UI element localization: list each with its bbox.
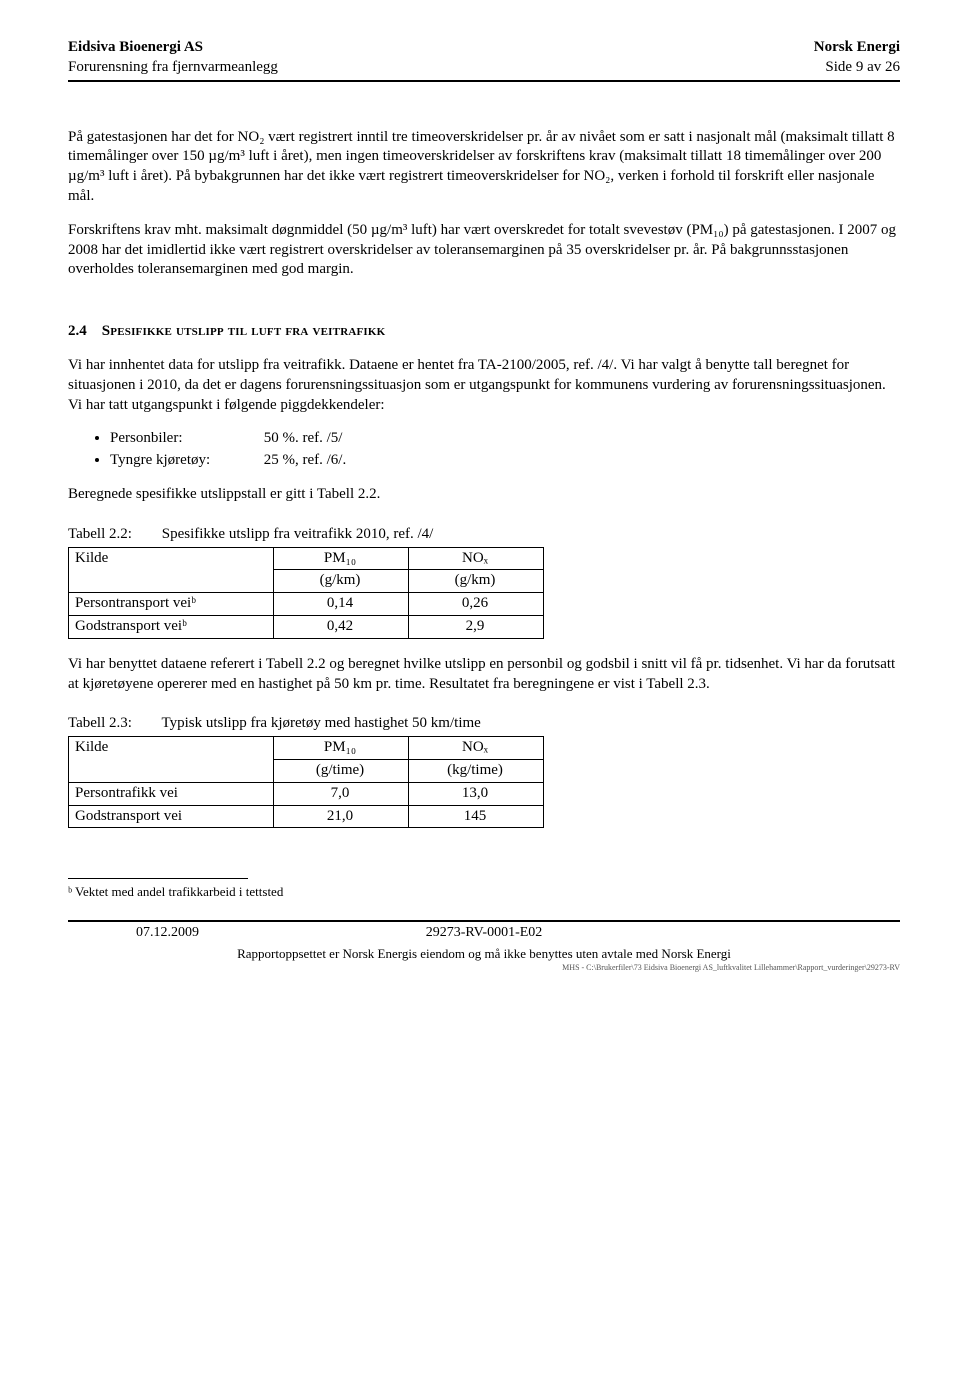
paragraph-5: Vi har benyttet dataene referert i Tabel… xyxy=(68,655,900,695)
footnote-separator xyxy=(68,878,248,879)
list-item: Personbiler: 50 %. ref. /5/ xyxy=(110,429,900,449)
footer-disclaimer: Rapportoppsettet er Norsk Energis eiendo… xyxy=(68,945,900,962)
table-cell: 13,0 xyxy=(409,782,544,805)
footer-filepath: MHS - C:\Brukerfiler\73 Eidsiva Bioenerg… xyxy=(68,963,900,974)
list-item: Tyngre kjøretøy: 25 %, ref. /6/. xyxy=(110,451,900,471)
table-caption-text: Spesifikke utslipp fra veitrafikk 2010, … xyxy=(162,526,434,542)
table-cell: 21,0 xyxy=(274,805,409,828)
header-left-bold: Eidsiva Bioenergi AS xyxy=(68,38,203,58)
table-row: Persontransport veiᵇ 0,14 0,26 xyxy=(69,593,544,616)
table-cell: Godstransport vei xyxy=(69,805,274,828)
bullet-label: Tyngre kjøretøy: xyxy=(110,451,260,471)
table-header-row: Kilde PM₁₀ NOₓ xyxy=(69,547,544,570)
table-header: Kilde xyxy=(69,547,274,593)
footnote: ᵇ Vektet med andel trafikkarbeid i tetts… xyxy=(68,883,900,900)
table-2-3: Kilde PM₁₀ NOₓ (g/time) (kg/time) Person… xyxy=(68,736,544,828)
footer-date: 07.12.2009 xyxy=(136,924,199,942)
paragraph-4: Beregnede spesifikke utslippstall er git… xyxy=(68,485,900,505)
table-cell: 0,14 xyxy=(274,593,409,616)
table-cell: Persontrafikk vei xyxy=(69,782,274,805)
table-header: Kilde xyxy=(69,737,274,783)
header-right-bold: Norsk Energi xyxy=(814,38,900,58)
table-caption-text: Typisk utslipp fra kjøretøy med hastighe… xyxy=(161,715,480,731)
table-cell: Persontransport veiᵇ xyxy=(69,593,274,616)
paragraph-3: Vi har innhentet data for utslipp fra ve… xyxy=(68,356,900,415)
section-number: 2.4 xyxy=(68,323,87,339)
table-header-unit: (kg/time) xyxy=(409,759,544,782)
table-caption: Tabell 2.2: Spesifikke utslipp fra veitr… xyxy=(68,525,900,545)
bullet-value: 50 %. ref. /5/ xyxy=(264,430,343,446)
table-cell: Godstransport veiᵇ xyxy=(69,615,274,638)
table-header: PM₁₀ xyxy=(274,547,409,570)
table-caption-num: Tabell 2.2: xyxy=(68,525,158,545)
table-header-unit: (g/km) xyxy=(409,570,544,593)
paragraph-1: På gatestasjonen har det for NO₂ vært re… xyxy=(68,128,900,207)
section-heading: 2.4 Spesifikke utslipp til luft fra veit… xyxy=(68,322,900,342)
table-header-unit: (g/time) xyxy=(274,759,409,782)
table-2-2: Kilde PM₁₀ NOₓ (g/km) (g/km) Persontrans… xyxy=(68,547,544,639)
table-header: NOₓ xyxy=(409,737,544,760)
table-cell: 0,26 xyxy=(409,593,544,616)
bullet-value: 25 %, ref. /6/. xyxy=(264,452,346,468)
bullet-list: Personbiler: 50 %. ref. /5/ Tyngre kjøre… xyxy=(68,429,900,471)
table-cell: 0,42 xyxy=(274,615,409,638)
table-caption: Tabell 2.3: Typisk utslipp fra kjøretøy … xyxy=(68,714,900,734)
table-header: NOₓ xyxy=(409,547,544,570)
table-row: Persontrafikk vei 7,0 13,0 xyxy=(69,782,544,805)
footer-separator xyxy=(68,920,900,922)
header-left-sub: Forurensning fra fjernvarmeanlegg xyxy=(68,58,278,78)
table-row: Godstransport veiᵇ 0,42 2,9 xyxy=(69,615,544,638)
bullet-label: Personbiler: xyxy=(110,429,260,449)
table-header-row: Kilde PM₁₀ NOₓ xyxy=(69,737,544,760)
table-cell: 2,9 xyxy=(409,615,544,638)
table-caption-num: Tabell 2.3: xyxy=(68,714,158,734)
table-cell: 7,0 xyxy=(274,782,409,805)
table-header-unit: (g/km) xyxy=(274,570,409,593)
section-title: Spesifikke utslipp til luft fra veitrafi… xyxy=(102,323,386,339)
table-cell: 145 xyxy=(409,805,544,828)
table-header: PM₁₀ xyxy=(274,737,409,760)
header-right-sub: Side 9 av 26 xyxy=(825,58,900,78)
table-row: Godstransport vei 21,0 145 xyxy=(69,805,544,828)
paragraph-2: Forskriftens krav mht. maksimalt døgnmid… xyxy=(68,221,900,280)
